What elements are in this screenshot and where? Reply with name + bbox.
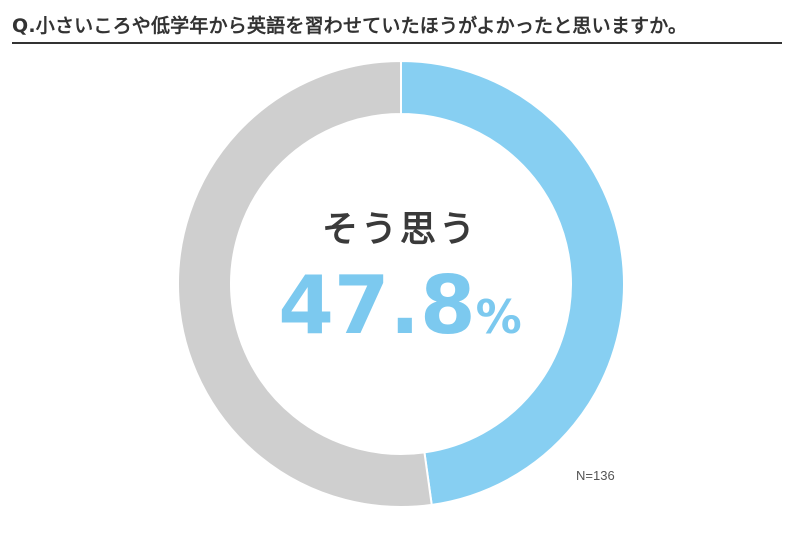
center-percentage-number: 47.8 (278, 259, 476, 352)
donut-slice-rest (177, 59, 433, 508)
center-answer-label: そう思う (321, 209, 478, 250)
sample-size-label: N=136 (576, 468, 615, 483)
donut-slice-highlight (400, 59, 625, 507)
center-percentage-unit: % (475, 290, 522, 344)
center-percentage: 47.8% (200, 258, 600, 365)
question-title: Q.小さいころや低学年から英語を習わせていたほうがよかったと思いますか。 (12, 14, 782, 44)
donut-slices (177, 59, 625, 508)
